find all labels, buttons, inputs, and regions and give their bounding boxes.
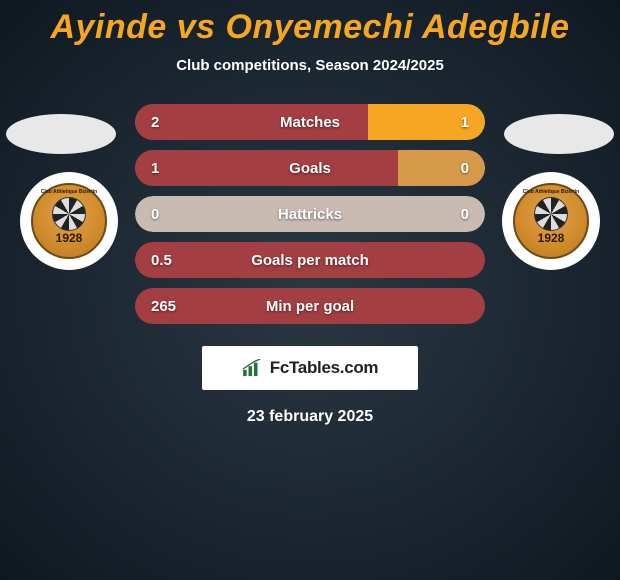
club-founding-year: 1928 [538,231,565,245]
comparison-stage: Club Athletique Bizertin 1928 Club Athle… [0,104,620,324]
club-crest-icon: Club Athletique Bizertin 1928 [31,183,107,259]
stat-values: 00 [135,206,485,223]
stat-value-left: 265 [151,298,176,315]
stat-values: 265 [135,298,485,315]
comparison-title: Ayinde vs Onyemechi Adegbile [0,0,620,47]
club-name-arc: Club Athletique Bizertin [515,189,587,195]
club-badge-left: Club Athletique Bizertin 1928 [20,172,118,270]
stat-row: Goals per match0.5 [135,242,485,278]
stat-row: Matches21 [135,104,485,140]
comparison-subtitle: Club competitions, Season 2024/2025 [0,57,620,74]
stat-row: Min per goal265 [135,288,485,324]
club-badge-right: Club Athletique Bizertin 1928 [502,172,600,270]
club-name-arc: Club Athletique Bizertin [33,189,105,195]
stat-value-left: 0 [151,206,159,223]
player-platform-left [6,114,116,154]
soccer-ball-icon [534,197,568,231]
stat-value-left: 2 [151,114,159,131]
stat-row: Goals10 [135,150,485,186]
stat-value-right: 0 [461,160,469,177]
stat-values: 10 [135,160,485,177]
club-founding-year: 1928 [56,231,83,245]
branding-badge: FcTables.com [202,346,418,390]
snapshot-date: 23 february 2025 [0,408,620,426]
stat-rows: Matches21Goals10Hattricks00Goals per mat… [135,104,485,324]
bar-chart-icon [242,359,264,377]
stat-value-left: 0.5 [151,252,172,269]
stat-row: Hattricks00 [135,196,485,232]
branding-text: FcTables.com [270,358,379,378]
stat-values: 0.5 [135,252,485,269]
stat-values: 21 [135,114,485,131]
stat-value-right: 0 [461,206,469,223]
stat-value-right: 1 [461,114,469,131]
player-platform-right [504,114,614,154]
club-crest-icon: Club Athletique Bizertin 1928 [513,183,589,259]
stat-value-left: 1 [151,160,159,177]
soccer-ball-icon [52,197,86,231]
